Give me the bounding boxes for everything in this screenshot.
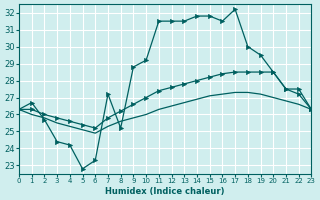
- X-axis label: Humidex (Indice chaleur): Humidex (Indice chaleur): [105, 187, 225, 196]
